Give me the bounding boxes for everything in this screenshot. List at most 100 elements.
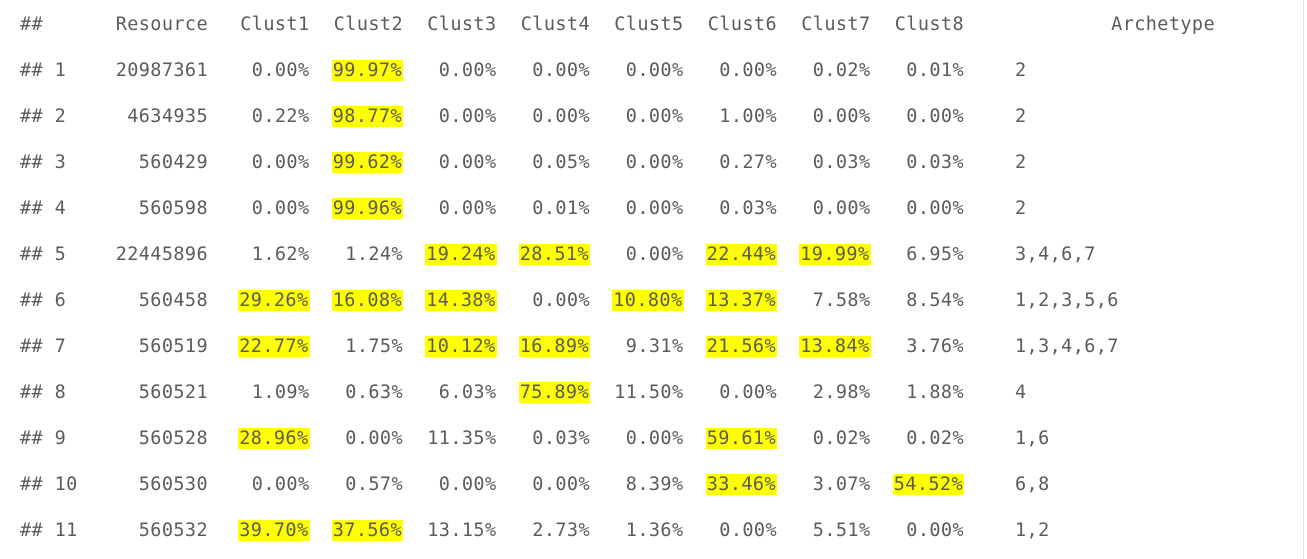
highlighted-value: 54.52% — [892, 473, 964, 495]
cluster-cell: 13.15% — [403, 507, 497, 553]
cluster-cell: 0.00% — [590, 47, 684, 93]
cluster-cell: 1.24% — [310, 231, 404, 277]
highlighted-value: 19.24% — [425, 243, 497, 265]
cluster-cell: 0.00% — [403, 185, 497, 231]
cluster-value: 0.22% — [251, 105, 310, 127]
cluster-value: 1.00% — [719, 105, 777, 127]
highlighted-value: 28.51% — [518, 243, 590, 265]
cluster-cell: 6.95% — [871, 231, 965, 277]
header-resource: Resource — [115, 13, 208, 35]
cluster-value: 1.09% — [251, 381, 310, 403]
cluster-cell: 0.27% — [684, 139, 778, 185]
cluster-cell: 22.77% — [216, 323, 310, 369]
resource-cell: 560429 — [138, 151, 208, 173]
cluster-value: 0.00% — [625, 427, 684, 449]
table-body: ## 1 20987361 0.00% 99.97% 0.00% 0.00% 0.00% 0.… — [20, 47, 1215, 553]
header-archetype: Archetype — [1111, 13, 1215, 35]
header-clust2: Clust2 — [333, 13, 403, 35]
cluster-cell: 14.38% — [403, 277, 497, 323]
table-row: ## 11 560532 39.70% 37.56% 13.15% 2.73% 1.36% 0… — [20, 507, 1215, 553]
highlighted-value: 33.46% — [705, 473, 777, 495]
cluster-cell: 0.00% — [590, 415, 684, 461]
table-row: ## 1 20987361 0.00% 99.97% 0.00% 0.00% 0.00% 0.… — [20, 47, 1215, 93]
resource-cell: 560519 — [138, 335, 208, 357]
cluster-value: 0.00% — [251, 151, 310, 173]
cluster-value: 0.00% — [719, 519, 777, 541]
cluster-value: 0.00% — [251, 59, 310, 81]
cluster-value: 11.50% — [614, 381, 684, 403]
cluster-cell: 0.02% — [871, 415, 965, 461]
cluster-cell: 98.77% — [310, 93, 403, 139]
cluster-value: 0.03% — [812, 151, 871, 173]
header-clust1: Clust1 — [240, 13, 310, 35]
cluster-value: 0.00% — [625, 197, 684, 219]
cluster-cell: 1.75% — [310, 323, 404, 369]
cluster-value: 0.00% — [438, 105, 497, 127]
cluster-value: 0.00% — [625, 105, 684, 127]
cluster-cell: 0.00% — [497, 461, 591, 507]
table-row: ## 9 560528 28.96% 0.00% 11.35% 0.03% 0.00% 59.… — [20, 415, 1215, 461]
cluster-cell: 16.89% — [497, 323, 590, 369]
cluster-cell: 0.00% — [684, 47, 778, 93]
cluster-value: 0.00% — [625, 243, 684, 265]
archetype-cell: 2 — [1015, 59, 1027, 81]
cluster-cell: 7.58% — [777, 277, 871, 323]
archetype-cell: 2 — [1015, 197, 1027, 219]
cluster-value: 0.00% — [812, 105, 871, 127]
cluster-value: 0.03% — [719, 197, 777, 219]
resource-cell: 560528 — [138, 427, 208, 449]
cluster-cell: 21.56% — [684, 323, 777, 369]
cluster-value: 0.00% — [345, 427, 403, 449]
resource-cell: 560458 — [138, 289, 208, 311]
cluster-cell: 0.02% — [777, 47, 871, 93]
output-table: ## Resource Clust1 Clust2 Clust3 Clust4 … — [20, 1, 1215, 553]
table-row: ## 7 560519 22.77% 1.75% 10.12% 16.89% 9.31% 21… — [20, 323, 1215, 369]
table-row: ## 6 560458 29.26% 16.08% 14.38% 0.00% 10.80% 1… — [20, 277, 1215, 323]
cluster-cell: 59.61% — [684, 415, 777, 461]
highlighted-value: 75.89% — [518, 381, 590, 403]
cluster-value: 0.00% — [906, 519, 964, 541]
header-prefix: ## — [20, 13, 44, 35]
cluster-cell: 13.37% — [684, 277, 777, 323]
cluster-cell: 0.00% — [403, 93, 497, 139]
cluster-cell: 0.00% — [403, 139, 497, 185]
cluster-cell: 37.56% — [310, 507, 403, 553]
cluster-cell: 0.00% — [497, 93, 591, 139]
cluster-cell: 0.63% — [310, 369, 404, 415]
row-prefix: ## 8 — [20, 381, 67, 403]
cluster-value: 9.31% — [625, 335, 684, 357]
header-row: ## Resource Clust1 Clust2 Clust3 Clust4 … — [20, 1, 1215, 47]
cluster-cell: 0.03% — [684, 185, 778, 231]
cluster-cell: 8.54% — [871, 277, 965, 323]
cluster-cell: 99.96% — [310, 185, 403, 231]
cluster-cell: 0.00% — [871, 185, 965, 231]
cluster-cell: 1.36% — [590, 507, 684, 553]
cluster-value: 0.00% — [438, 59, 497, 81]
cluster-value: 0.00% — [532, 473, 590, 495]
row-prefix: ## 7 — [20, 335, 67, 357]
table-row: ## 5 22445896 1.62% 1.24% 19.24% 28.51% 0.00% 2… — [20, 231, 1215, 277]
cluster-value: 0.63% — [345, 381, 403, 403]
cluster-cell: 1.00% — [684, 93, 778, 139]
cluster-value: 5.51% — [812, 519, 871, 541]
cluster-value: 0.03% — [906, 151, 964, 173]
highlighted-value: 13.37% — [705, 289, 777, 311]
cluster-cell: 8.39% — [590, 461, 684, 507]
cluster-cell: 0.00% — [497, 47, 591, 93]
cluster-value: 0.00% — [906, 105, 964, 127]
cluster-cell: 0.57% — [310, 461, 404, 507]
highlighted-value: 22.77% — [238, 335, 310, 357]
cluster-cell: 0.00% — [216, 461, 310, 507]
cluster-value: 0.00% — [719, 59, 777, 81]
cluster-value: 0.57% — [345, 473, 403, 495]
archetype-cell: 1,6 — [1015, 427, 1050, 449]
cluster-value: 0.27% — [719, 151, 777, 173]
cluster-value: 0.01% — [906, 59, 964, 81]
row-prefix: ## 9 — [20, 427, 67, 449]
row-prefix: ## 5 — [20, 243, 67, 265]
cluster-cell: 2.98% — [777, 369, 871, 415]
cluster-cell: 0.01% — [871, 47, 965, 93]
cluster-value: 0.02% — [812, 427, 871, 449]
highlighted-value: 16.08% — [331, 289, 403, 311]
